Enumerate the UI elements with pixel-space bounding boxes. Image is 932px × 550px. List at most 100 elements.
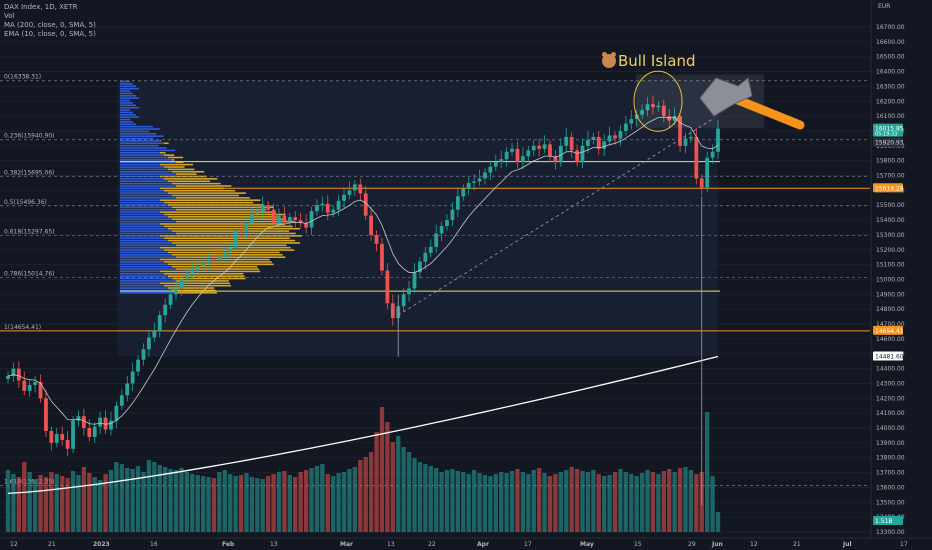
candle-body [27,384,32,391]
candle-body [374,234,379,244]
volume-bar [92,477,97,532]
volume-indicator-label[interactable]: Vol [4,12,15,20]
volume-profile-bar [120,272,164,275]
price-tick-label: 16500.00 [876,54,905,61]
volume-bar [217,472,222,532]
volume-bar [141,472,146,532]
volume-profile-bar [120,151,160,154]
volume-bar [54,474,59,532]
volume-bar [374,432,379,532]
time-tick-label: 13 [270,541,278,548]
volume-bar [434,468,439,532]
candle-body [640,110,645,115]
trend-line [398,118,713,316]
price-tick-label: 14700.00 [876,321,905,328]
candle-body [705,157,710,188]
volume-bar [509,471,515,532]
candle-body [520,156,525,163]
ema-line [7,116,719,425]
volume-bar [146,460,152,532]
ema-indicator-label[interactable]: EMA (10, close, 0, SMA, 5) [4,30,96,38]
volume-bar [200,476,206,532]
volume-bar [704,412,710,532]
volume-profile-bar [176,268,259,270]
candle-body [239,230,243,232]
volume-profile-bar [120,249,164,251]
volume-profile-bar [176,173,197,175]
volume-profile-bar [120,178,164,180]
volume-profile-bar [120,109,130,111]
volume-profile-bar [120,197,176,199]
volume-bar [331,476,336,532]
volume-profile-bar [120,80,130,83]
candle-body [249,214,254,224]
candle-body [168,294,173,305]
candle-body [157,315,162,332]
candle-body [363,193,368,216]
candle-body [222,251,227,258]
candle-body [618,130,623,139]
volume-profile-bar [168,216,277,218]
candle-body [60,433,65,440]
volume-profile-bar [120,144,159,147]
candle-body [369,215,374,235]
bull-island-annotation[interactable]: Bull Island [602,52,696,70]
candle-body [596,136,601,149]
volume-profile-bar [164,272,244,275]
candle-body [629,119,634,124]
volume-profile-bar [172,277,246,280]
volume-profile-bar [120,185,176,187]
volume-bar [423,464,428,532]
price-tag: 1.51B [873,516,903,525]
volume-bar [314,466,320,532]
volume-profile-bar [120,275,168,277]
volume-profile-bar [120,97,139,99]
volume-bar [293,477,298,532]
volume-bar [396,436,401,532]
candle-body [163,304,168,316]
volume-bar [667,469,672,532]
candle-body [683,138,688,146]
volume-profile-bar [168,287,215,289]
volume-profile-bar [120,137,154,140]
volume-bar [379,407,385,532]
price-tick-label: 14800.00 [876,306,905,313]
volume-profile-bar [164,166,185,168]
volume-bar [11,474,16,532]
volume-profile-bar [120,289,172,292]
svg-text:1.51B: 1.51B [875,518,892,525]
volume-profile-bar [168,239,296,242]
price-tag: 15614.28 [873,183,904,193]
symbol-title[interactable]: DAX Index, 1D, XETR [4,3,78,11]
volume-bar [504,473,509,532]
candle-body [553,156,558,163]
candle-body [428,246,433,253]
candle-body [309,211,314,228]
candle-body [38,381,43,399]
volume-bar [163,467,168,532]
candle-body [412,272,417,289]
ma-indicator-label[interactable]: MA (200, close, 0, SMA, 5) [4,21,96,29]
volume-profile-bar [168,227,301,230]
candle-body [586,139,590,146]
candle-body [515,148,520,163]
candle-body [206,258,211,264]
candle-body [315,205,319,212]
volume-profile-bar [120,149,176,152]
candle-body [217,257,222,261]
candle-body [602,141,607,149]
volume-profile-bar [160,163,193,166]
candle-body [450,209,455,221]
candle-body [716,128,720,152]
volume-profile-bar [120,140,160,142]
volume-bar [515,469,520,532]
time-tick-label: Feb [222,541,235,548]
volume-bar [325,474,330,532]
candle-body [407,288,411,295]
volume-profile-bar [120,284,164,287]
volume-profile-bar [120,280,176,282]
candle-body [342,194,346,201]
candle-body [526,150,531,157]
candle-body [385,270,390,304]
